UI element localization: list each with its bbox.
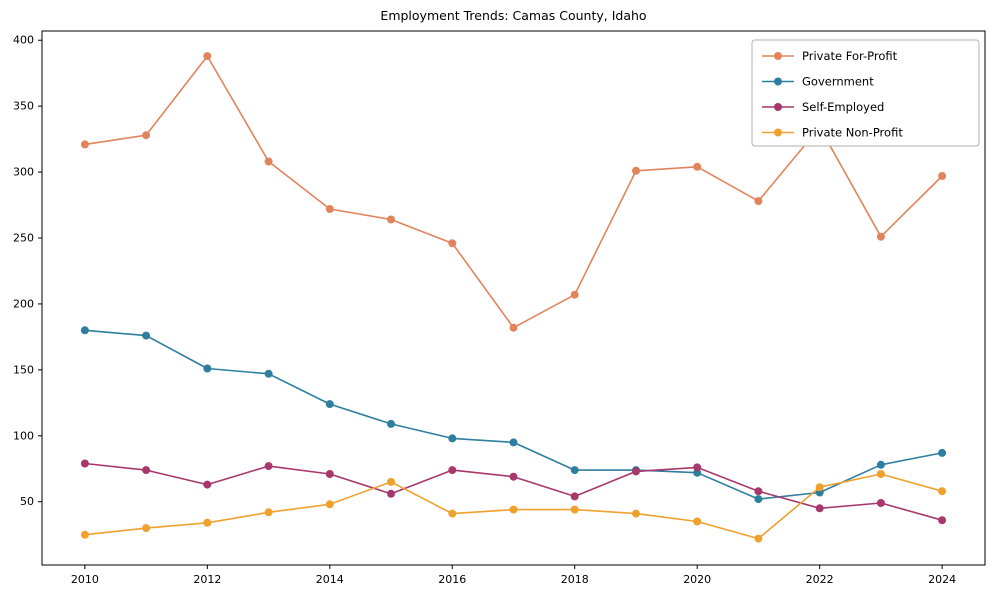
x-tick-label: 2012 — [193, 573, 221, 586]
data-point-private-non-profit — [264, 508, 273, 517]
data-point-self-employed — [815, 504, 824, 513]
x-tick-label: 2022 — [806, 573, 834, 586]
data-point-private-non-profit — [815, 483, 824, 492]
legend-label-private-non-profit: Private Non-Profit — [802, 126, 903, 140]
data-point-private-non-profit — [325, 500, 334, 509]
chart-title: Employment Trends: Camas County, Idaho — [380, 8, 647, 23]
legend-label-government: Government — [802, 75, 874, 89]
data-point-self-employed — [509, 472, 518, 481]
data-point-government — [570, 466, 579, 475]
data-point-government — [754, 495, 763, 504]
data-point-self-employed — [938, 516, 947, 525]
data-point-private-for-profit — [570, 290, 579, 299]
y-tick-label: 400 — [13, 34, 34, 47]
data-point-private-non-profit — [632, 509, 640, 518]
legend-label-self-employed: Self-Employed — [802, 100, 884, 114]
data-point-private-non-profit — [509, 505, 518, 514]
data-point-private-non-profit — [203, 518, 212, 527]
legend-box — [751, 39, 980, 147]
data-point-government — [509, 438, 518, 447]
data-point-private-non-profit — [876, 470, 885, 478]
data-point-self-employed — [754, 487, 763, 496]
data-point-government — [448, 434, 457, 443]
y-tick-label: 300 — [13, 166, 34, 179]
data-point-private-for-profit — [203, 52, 212, 61]
data-point-private-for-profit — [142, 131, 151, 140]
data-point-private-for-profit — [325, 205, 334, 213]
data-point-self-employed — [570, 492, 579, 501]
data-point-private-non-profit — [754, 534, 763, 543]
data-point-private-for-profit — [387, 215, 395, 224]
data-point-private-for-profit — [938, 172, 947, 180]
data-point-private-non-profit — [693, 517, 702, 526]
data-point-self-employed — [203, 480, 212, 489]
data-point-self-employed — [632, 467, 640, 476]
data-point-self-employed — [142, 466, 151, 475]
data-point-self-employed — [387, 489, 395, 498]
data-point-self-employed — [693, 463, 702, 472]
legend-sample-marker-private-non-profit — [774, 128, 782, 137]
axes-frame — [41, 30, 986, 566]
data-point-self-employed — [264, 462, 273, 471]
x-tick-label: 2018 — [561, 573, 589, 586]
data-point-government — [142, 331, 151, 340]
x-tick-label: 2010 — [71, 573, 99, 586]
x-tick-label: 2014 — [316, 573, 344, 586]
data-point-private-non-profit — [387, 477, 395, 486]
data-point-private-for-profit — [693, 162, 702, 171]
data-point-private-for-profit — [448, 239, 457, 248]
data-point-private-for-profit — [264, 157, 273, 166]
y-tick-label: 250 — [13, 232, 34, 245]
y-tick-label: 200 — [13, 297, 34, 310]
data-point-private-non-profit — [938, 487, 947, 496]
y-tick-label: 350 — [13, 100, 34, 113]
data-point-private-for-profit — [509, 323, 518, 332]
data-point-private-non-profit — [570, 505, 579, 514]
data-point-self-employed — [325, 470, 334, 478]
legend-sample-marker-self-employed — [774, 103, 782, 111]
data-point-government — [203, 364, 212, 373]
data-point-private-non-profit — [80, 530, 89, 539]
data-point-government — [876, 460, 885, 469]
legend-label-private-for-profit: Private For-Profit — [802, 49, 898, 63]
y-tick-label: 50 — [20, 495, 34, 508]
data-point-self-employed — [80, 459, 89, 468]
data-point-government — [938, 448, 947, 457]
legend-sample-marker-government — [774, 77, 782, 86]
data-point-private-for-profit — [632, 166, 640, 175]
data-point-government — [325, 400, 334, 409]
y-tick-label: 150 — [13, 363, 34, 376]
x-tick-label: 2020 — [683, 573, 711, 586]
x-tick-label: 2024 — [928, 573, 956, 586]
data-point-government — [387, 419, 395, 428]
legend-sample-marker-private-for-profit — [774, 52, 782, 60]
data-point-government — [80, 326, 89, 335]
data-point-self-employed — [448, 466, 457, 475]
data-point-private-for-profit — [876, 232, 885, 241]
data-point-private-for-profit — [754, 197, 763, 206]
x-tick-label: 2016 — [438, 573, 466, 586]
data-point-private-for-profit — [80, 140, 89, 149]
data-point-private-non-profit — [448, 509, 457, 518]
data-point-self-employed — [876, 499, 885, 507]
data-point-private-non-profit — [142, 524, 151, 533]
y-tick-label: 100 — [13, 429, 34, 442]
data-point-government — [264, 369, 273, 378]
